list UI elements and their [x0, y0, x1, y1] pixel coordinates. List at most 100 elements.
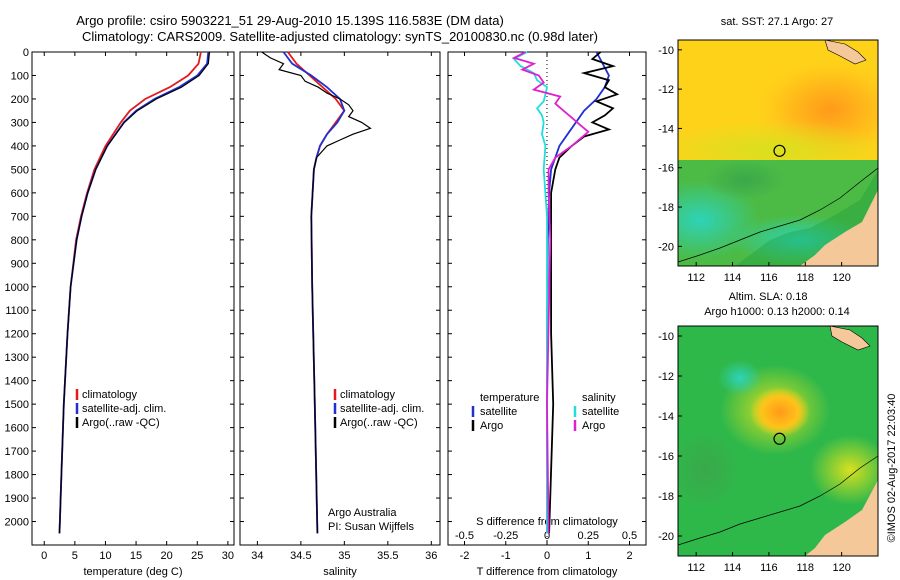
sst-green-patch [705, 160, 785, 200]
depth-tick-label: 1200 [5, 329, 29, 341]
legend-temperature-title: temperature [480, 392, 539, 404]
sal-xlabel: salinity [323, 566, 357, 578]
depth-tick-label: 1300 [5, 352, 29, 364]
sla-map-title-line2: Argo h1000: 0.13 h2000: 0.14 [704, 306, 850, 318]
depth-tick-label: 700 [11, 211, 29, 223]
diff-xtick-label: -2 [460, 550, 470, 562]
sal-plot-frame [239, 51, 441, 546]
map-lon-tick-label: 116 [760, 272, 778, 284]
sst-map: sat. SST: 27.1 Argo: 27 112 114 116 118 120 -… [658, 16, 879, 284]
salinity-difference-tick-label: 0.25 [578, 530, 599, 542]
figure-title-line2: Climatology: CARS2009. Satellite-adjuste… [82, 29, 598, 44]
sla-dark-green-patch [678, 430, 740, 510]
sal-xtick-label: 35 [338, 550, 350, 562]
depth-tick-label: 0 [23, 47, 29, 59]
imos-credit: ©IMOS 02-Aug-2017 22:03:40 [886, 394, 898, 543]
legend-salinity-title: salinity [582, 392, 616, 404]
temp-xtick-label: 10 [99, 550, 111, 562]
depth-tick-label: 400 [11, 141, 29, 153]
salinity-difference-tick-label: 0.5 [622, 530, 637, 542]
diff-legend-label-temperature: satellite [480, 406, 517, 418]
temp-xtick-label: 30 [222, 550, 234, 562]
depth-tick-label: 1600 [5, 423, 29, 435]
map-lat-tick-label: -12 [658, 84, 674, 96]
diff-series-s-satellite [512, 51, 549, 534]
temp-xtick-label: 25 [191, 550, 203, 562]
temp-legend-label: Argo(..raw -QC) [82, 417, 160, 429]
salinity-panel: 34 34.5 35 35.5 36 salinity climatology satelli… [239, 51, 441, 578]
map-lon-tick-label: 114 [724, 562, 742, 574]
temp-legend-label: satellite-adj. clim. [82, 403, 166, 415]
map-lat-tick-label: -10 [658, 331, 674, 343]
depth-tick-label: 200 [11, 94, 29, 106]
map-lat-tick-label: -18 [658, 491, 674, 503]
depth-tick-label: 900 [11, 258, 29, 270]
map-lon-tick-label: 114 [724, 272, 742, 284]
temp-legend-label: climatology [82, 389, 138, 401]
map-lon-tick-label: 118 [796, 272, 814, 284]
sal-legend-label: climatology [340, 389, 396, 401]
diff-xtick-label: -1 [501, 550, 511, 562]
bathymetry-contour-top [678, 167, 878, 263]
depth-tick-label: 1400 [5, 376, 29, 388]
temp-plot-frame [31, 51, 235, 546]
temp-xtick-label: 15 [130, 550, 142, 562]
diff-xtick-label: 1 [585, 550, 591, 562]
timor-island-top [824, 40, 867, 65]
salinity-difference-tick-label: -0.5 [455, 530, 474, 542]
diff-xtick-label: 0 [544, 550, 550, 562]
map-lat-tick-label: -10 [658, 45, 674, 57]
sal-xtick-label: 34 [251, 550, 263, 562]
difference-panel: -2 -1 0 1 2 T difference from climatology -0.5… [447, 51, 647, 578]
temp-xtick-label: 0 [41, 550, 47, 562]
figure-title-line1: Argo profile: csiro 5903221_51 29-Aug-20… [76, 13, 504, 28]
map-lat-tick-label: -16 [658, 163, 674, 175]
sal-series-argo [261, 51, 372, 534]
bathymetry-contour-bottom [678, 455, 878, 546]
temperature-panel: 0 5 10 15 20 25 30 temperature (deg C) 0 100 200 30… [5, 47, 235, 578]
sal-legend-label: Argo(..raw -QC) [340, 417, 418, 429]
map-lat-tick-label: -12 [658, 371, 674, 383]
sla-yellow-patch [810, 435, 878, 505]
depth-tick-label: 1800 [5, 470, 29, 482]
salinity-difference-tick-label: 0 [544, 530, 550, 542]
australia-landmass-top [800, 190, 878, 266]
depth-tick-label: 1900 [5, 493, 29, 505]
diff-xtick-label: 2 [626, 550, 632, 562]
map-lon-tick-label: 112 [687, 562, 705, 574]
sst-map-frame [677, 39, 879, 267]
depth-tick-label: 1500 [5, 399, 29, 411]
sla-high-anomaly [750, 387, 810, 437]
depth-tick-label: 2000 [5, 517, 29, 529]
sal-xtick-label: 35.5 [377, 550, 398, 562]
map-lon-tick-label: 120 [832, 562, 850, 574]
map-lon-tick-label: 118 [796, 562, 814, 574]
diff-series-s-argo [511, 51, 590, 534]
map-lat-tick-label: -16 [658, 451, 674, 463]
map-lon-tick-label: 120 [832, 272, 850, 284]
timor-island-bottom [829, 326, 871, 351]
diff-legend-label-salinity: satellite [582, 406, 619, 418]
diff-xlabel: T difference from climatology [477, 566, 618, 578]
depth-tick-label: 300 [11, 117, 29, 129]
sla-map-title-line1: Altim. SLA: 0.18 [729, 291, 808, 303]
provider-label: Argo Australia [328, 507, 397, 519]
sla-low-anomaly [718, 360, 762, 396]
temp-xtick-label: 5 [72, 550, 78, 562]
temp-xlabel: temperature (deg C) [83, 566, 182, 578]
australia-landmass-bottom [805, 480, 878, 556]
map-lat-tick-label: -14 [658, 123, 674, 135]
argo-float-location-marker [773, 144, 786, 157]
map-lat-tick-label: -20 [658, 531, 674, 543]
map-lat-tick-label: -20 [658, 241, 674, 253]
map-lon-tick-label: 116 [760, 562, 778, 574]
sst-map-title: sat. SST: 27.1 Argo: 27 [721, 16, 834, 28]
depth-tick-label: 600 [11, 188, 29, 200]
depth-tick-label: 1000 [5, 282, 29, 294]
sla-map: Altim. SLA: 0.18 Argo h1000: 0.13 h2000:… [658, 291, 879, 574]
depth-tick-label: 1100 [5, 305, 29, 317]
sal-xtick-label: 36 [425, 550, 437, 562]
depth-tick-label: 500 [11, 164, 29, 176]
temp-series-argo [58, 51, 211, 534]
